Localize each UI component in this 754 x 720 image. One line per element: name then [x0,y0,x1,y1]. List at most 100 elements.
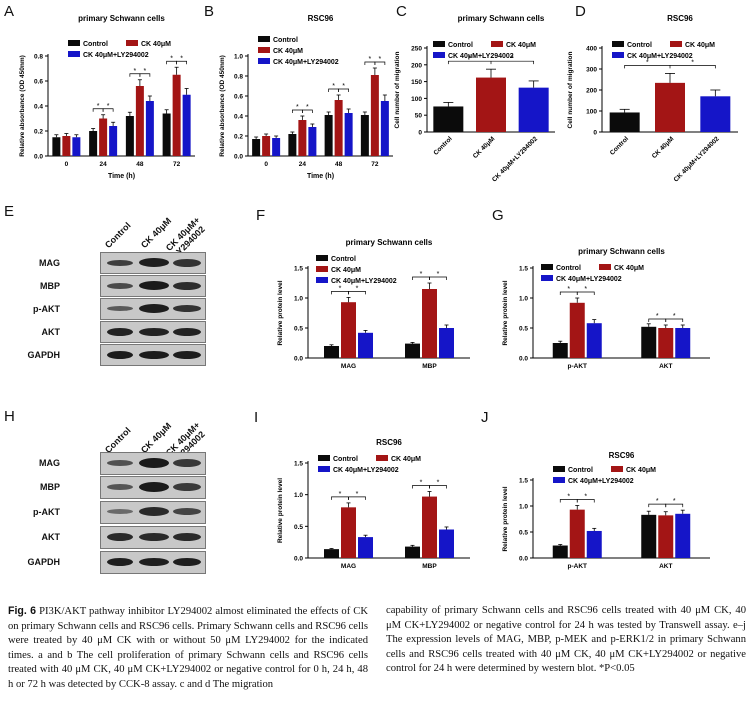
x-tick-label: p-AKT [568,363,588,370]
significance-bracket [348,496,366,500]
significance-star: * [342,83,345,90]
y-tick-label: 100 [586,109,597,116]
legend-swatch [670,41,682,47]
cck8-chart-rsc96: RSC96 Control CK 40μM CK 40μM+LY294002 Relat… [219,14,393,180]
significance-star: * [437,271,440,278]
significance-bracket [176,60,187,65]
x-tick-label: MAG [341,363,356,370]
blot-row-label: AKT [41,532,61,542]
legend-entry: Control [448,42,473,49]
bar [360,115,369,156]
significance-star: * [170,55,173,62]
significance-star: * [339,491,342,498]
legend-swatch [258,36,270,42]
panel-label-i: I [254,409,259,426]
blot-row-label: AKT [41,327,61,337]
legend-entry: Control [273,37,298,44]
x-tick-label: 72 [173,161,181,168]
y-tick-label: 1.0 [234,54,243,61]
bar [552,343,568,358]
x-tick-label: CK 40μM+LY294002 [673,135,721,183]
significance-star: * [584,493,587,500]
significance-bracket [665,318,684,322]
significance-star: * [691,59,694,66]
y-tick-label: 0.2 [34,129,43,136]
significance-star: * [646,59,649,66]
panel-label-j: J [481,409,489,426]
panel-label-e: E [4,203,15,220]
x-tick-label: MBP [422,563,437,570]
significance-star: * [584,286,587,293]
legend-entry: Control [627,42,652,49]
western-blot-e: Control CK 40μM CK 40μM+ LY294002 MAG MB… [0,200,250,370]
bar [439,529,454,558]
legend-swatch [126,40,138,46]
cck8-chart-primary-schwann: primary Schwann cells Control CK 40μM CK 40… [19,14,195,180]
significance-star: * [356,285,359,292]
y-tick-label: 0.0 [294,356,303,363]
protein-chart-f: primary Schwann cells Control CK 40μM CK 40… [277,238,470,370]
legend-swatch [68,51,80,57]
legend-swatch [599,264,611,270]
lane-label-control: Control [102,220,133,250]
y-tick-label: 0.4 [34,104,43,111]
blot-strip-mag [100,452,206,475]
legend-entry: Control [331,256,356,263]
legend-entry: CK 40μM+LY294002 [556,276,622,283]
x-tick-label: 24 [100,161,108,168]
blot-row-label: GAPDH [27,350,60,360]
caption-text-left: PI3K/AKT pathway inhibitor LY294002 almo… [8,606,368,690]
blot-strip-akt [100,321,206,343]
chart-title: primary Schwann cells [578,247,665,256]
blot-strip-pakt [100,501,206,524]
significance-bracket [665,503,684,508]
bar [162,113,171,156]
legend-swatch [433,41,445,47]
significance-bracket [374,61,386,65]
protein-chart-j: RSC96 Control CK 40μM CK 40μM+LY294002 Relat… [502,451,710,570]
y-axis-title: Cell number of migration [394,52,401,129]
bar [324,346,339,358]
legend-entry: CK 40μM+LY294002 [273,59,339,66]
blot-row-label: p-AKT [33,507,60,517]
legend-swatch [316,266,328,272]
legend-entry: CK 40μM [626,467,656,474]
x-tick-label: Control [432,135,453,156]
figure-caption-left: Fig. 6 PI3K/AKT pathway inhibitor LY2940… [8,604,368,693]
y-tick-label: 150 [411,79,422,86]
bar [324,549,339,558]
significance-bracket [102,108,114,112]
significance-bracket [139,73,151,77]
y-tick-label: 50 [415,113,423,120]
legend-entry: CK 40μM [273,48,303,55]
y-tick-label: 0.0 [234,154,243,161]
y-axis-title: Cell number of migration [567,52,574,129]
bar [344,113,353,156]
significance-star: * [511,55,514,62]
y-tick-label: 0.5 [294,524,303,531]
y-tick-label: 0 [418,130,422,137]
significance-star: * [369,56,372,63]
legend-swatch [541,275,553,281]
significance-star: * [339,285,342,292]
blot-row-label: MBP [40,281,60,291]
blot-row-label: MAG [39,458,60,468]
x-tick-label: 0 [264,161,268,168]
x-tick-label: 72 [371,161,379,168]
significance-bracket [338,88,349,92]
legend-swatch [553,466,565,472]
bar [52,137,61,156]
blot-row-label: MBP [40,482,60,492]
significance-star: * [296,104,299,111]
bar [586,530,602,558]
legend-entry: Control [556,265,581,272]
legend-swatch [553,477,565,483]
bar [341,302,356,358]
legend-entry: CK 40μM+LY294002 [568,478,634,485]
legend-entry: CK 40μM [614,265,644,272]
significance-star: * [134,68,137,75]
legend-entry: CK 40μM+LY294002 [83,52,149,59]
x-axis-title: Time (h) [307,173,334,180]
y-tick-label: 200 [586,88,597,95]
x-tick-label: CK 40μM [651,135,676,160]
